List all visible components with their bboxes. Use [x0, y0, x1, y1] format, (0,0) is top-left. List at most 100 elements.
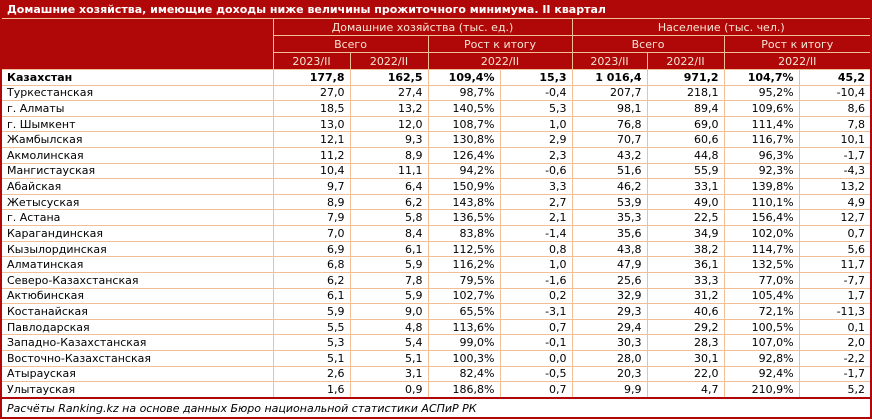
table-row: Актюбинская 6,1 5,9 102,7% 0,2 32,9 31,2… — [2, 287, 870, 305]
population-growth-abs-cell: 0,7 — [798, 225, 870, 242]
table-header: Домашние хозяйства (тыс. ед.) Население … — [2, 19, 870, 70]
households-2023-cell: 5,1 — [272, 349, 351, 367]
households-growth-pct-cell: 102,7% — [427, 287, 501, 305]
population-growth-pct-cell: 92,3% — [723, 162, 800, 180]
population-2023-cell: 46,2 — [571, 178, 648, 195]
households-2022-cell: 0,9 — [349, 381, 429, 399]
region-name-cell: Мангистауская — [2, 162, 274, 180]
population-growth-pct-cell: 77,0% — [723, 271, 800, 289]
population-growth-pct-cell: 96,3% — [723, 147, 800, 164]
households-2022-cell: 162,5 — [349, 69, 429, 86]
population-2022-cell: 36,1 — [646, 256, 725, 273]
population-growth-pct-cell: 102,0% — [723, 225, 800, 242]
households-2023-cell: 10,4 — [272, 162, 351, 180]
households-2022-cell: 3,1 — [349, 365, 429, 383]
households-growth-pct-cell: 186,8% — [427, 381, 501, 399]
households-growth-pct-cell: 100,3% — [427, 349, 501, 367]
population-growth-pct-cell: 156,4% — [723, 209, 800, 227]
population-growth-abs-cell: 5,2 — [798, 381, 870, 399]
households-growth-pct-cell: 109,4% — [427, 69, 501, 86]
population-2022-cell: 4,7 — [646, 381, 725, 399]
population-2022-cell: 33,1 — [646, 178, 725, 195]
households-2023-cell: 1,6 — [272, 381, 351, 399]
population-growth-pct-cell: 92,4% — [723, 365, 800, 383]
households-2022-cell: 13,2 — [349, 100, 429, 117]
households-2023-cell: 6,2 — [272, 271, 351, 289]
population-growth-pct-cell: 95,2% — [723, 84, 800, 102]
households-growth-pct-cell: 108,7% — [427, 115, 501, 133]
population-2023-cell: 70,7 — [571, 131, 648, 149]
region-name-cell: Атырауская — [2, 365, 274, 383]
table-title: Домашние хозяйства, имеющие доходы ниже … — [2, 2, 870, 19]
population-growth-pct-cell: 100,5% — [723, 318, 800, 336]
households-2023-cell: 7,0 — [272, 225, 351, 242]
households-growth-pct-cell: 126,4% — [427, 147, 501, 164]
table-row: Алматинская 6,8 5,9 116,2% 1,0 47,9 36,1… — [2, 256, 870, 273]
population-2022-cell: 44,8 — [646, 147, 725, 164]
table-row: Акмолинская 11,2 8,9 126,4% 2,3 43,2 44,… — [2, 147, 870, 164]
population-growth-pct-cell: 116,7% — [723, 131, 800, 149]
households-2022-cell: 5,9 — [349, 256, 429, 273]
population-2023-cell: 9,9 — [571, 381, 648, 399]
households-growth-pct-cell: 82,4% — [427, 365, 501, 383]
households-growth-pct-cell: 65,5% — [427, 303, 501, 320]
households-2022-cell: 12,0 — [349, 115, 429, 133]
households-growth-abs-cell: 5,3 — [499, 100, 573, 117]
population-2022-cell: 34,9 — [646, 225, 725, 242]
population-growth-abs-cell: -4,3 — [798, 162, 870, 180]
table-row: Павлодарская 5,5 4,8 113,6% 0,7 29,4 29,… — [2, 318, 870, 336]
population-2022-cell: 22,0 — [646, 365, 725, 383]
population-growth-pct-cell: 109,6% — [723, 100, 800, 117]
households-growth-abs-cell: 2,9 — [499, 131, 573, 149]
subheader-population-growth: Рост к итогу — [723, 35, 870, 53]
region-name-cell: Алматинская — [2, 256, 274, 273]
households-growth-pct-cell: 150,9% — [427, 178, 501, 195]
population-2023-cell: 20,3 — [571, 365, 648, 383]
table-row: Костанайская 5,9 9,0 65,5% -3,1 29,3 40,… — [2, 303, 870, 320]
population-growth-abs-cell: -10,4 — [798, 84, 870, 102]
table-row: г. Алматы 18,5 13,2 140,5% 5,3 98,1 89,4… — [2, 100, 870, 117]
table-footer: Расчёты Ranking.kz на основе данных Бюро… — [2, 397, 870, 417]
households-growth-abs-cell: -0,1 — [499, 334, 573, 351]
households-growth-abs-cell: -3,1 — [499, 303, 573, 320]
households-2023-cell: 5,9 — [272, 303, 351, 320]
households-2022-cell: 5,8 — [349, 209, 429, 227]
households-growth-abs-cell: -1,6 — [499, 271, 573, 289]
households-2023-cell: 12,1 — [272, 131, 351, 149]
households-growth-pct-cell: 83,8% — [427, 225, 501, 242]
households-2022-cell: 5,4 — [349, 334, 429, 351]
population-2023-cell: 35,3 — [571, 209, 648, 227]
population-2023-cell: 51,6 — [571, 162, 648, 180]
population-2022-cell: 38,2 — [646, 240, 725, 258]
table-row: Улытауская 1,6 0,9 186,8% 0,7 9,9 4,7 21… — [2, 381, 870, 399]
households-growth-abs-cell: 0,2 — [499, 287, 573, 305]
households-2022-cell: 5,9 — [349, 287, 429, 305]
population-2023-cell: 35,6 — [571, 225, 648, 242]
population-2022-cell: 55,9 — [646, 162, 725, 180]
households-2022-cell: 7,8 — [349, 271, 429, 289]
households-growth-pct-cell: 116,2% — [427, 256, 501, 273]
population-2023-cell: 43,2 — [571, 147, 648, 164]
population-growth-abs-cell: -1,7 — [798, 365, 870, 383]
population-2023-cell: 28,0 — [571, 349, 648, 367]
households-2023-cell: 13,0 — [272, 115, 351, 133]
region-name-cell: Жетысуская — [2, 193, 274, 211]
population-2022-cell: 31,2 — [646, 287, 725, 305]
households-2022-cell: 6,1 — [349, 240, 429, 258]
col-population-2022: 2022/II — [646, 52, 725, 70]
households-2022-cell: 8,4 — [349, 225, 429, 242]
population-2023-cell: 32,9 — [571, 287, 648, 305]
region-name-cell: Актюбинская — [2, 287, 274, 305]
table-row: г. Астана 7,9 5,8 136,5% 2,1 35,3 22,5 1… — [2, 209, 870, 227]
col-households-growth-2022: 2022/II — [427, 52, 573, 70]
region-name-cell: Кызылординская — [2, 240, 274, 258]
households-growth-pct-cell: 112,5% — [427, 240, 501, 258]
data-table: Домашние хозяйства (тыс. ед.) Население … — [2, 19, 870, 417]
households-growth-abs-cell: 0,0 — [499, 349, 573, 367]
households-2023-cell: 6,1 — [272, 287, 351, 305]
table-row: Западно-Казахстанская 5,3 5,4 99,0% -0,1… — [2, 334, 870, 351]
households-growth-pct-cell: 143,8% — [427, 193, 501, 211]
population-growth-pct-cell: 110,1% — [723, 193, 800, 211]
population-growth-pct-cell: 111,4% — [723, 115, 800, 133]
